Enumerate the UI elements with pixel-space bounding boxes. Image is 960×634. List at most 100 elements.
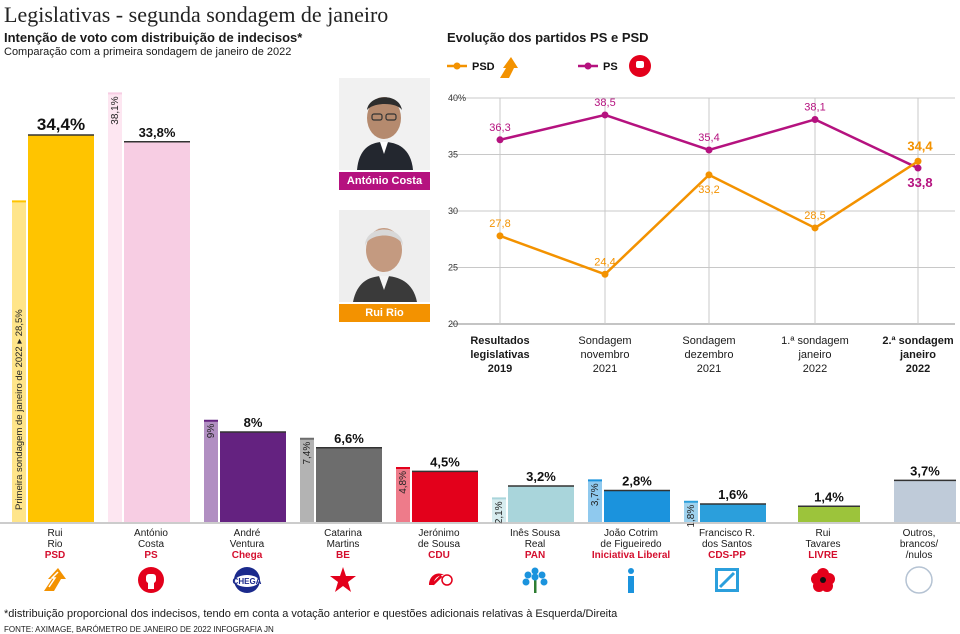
y-tick-label: 35 <box>448 150 458 160</box>
data-point <box>914 164 922 172</box>
data-point <box>705 171 713 179</box>
bar <box>220 432 286 522</box>
party-name: PS <box>144 550 158 561</box>
candidate-name: Tavares <box>805 539 841 550</box>
candidate-label: Catarina Martins BE <box>296 528 390 561</box>
candidate-name: João Cotrim <box>604 528 658 539</box>
x-tick-label: janeiro <box>899 349 936 361</box>
bar <box>604 490 670 522</box>
candidate-name: António <box>134 528 168 539</box>
x-tick-label: Sondagem <box>578 335 631 347</box>
x-tick-label: 2022 <box>906 363 930 375</box>
x-tick-label: Resultados <box>470 335 529 347</box>
bar-chart-subtitle: Intenção de voto com distribuição de ind… <box>4 30 303 45</box>
prev-value-label: 1,8% <box>686 505 697 528</box>
candidate-name: Costa <box>137 539 165 550</box>
y-tick-label: 20 <box>448 319 458 329</box>
bar <box>894 480 956 522</box>
candidate-name: dos Santos <box>701 539 753 550</box>
candidate-label: Jerónimo de Sousa CDU <box>392 528 486 561</box>
prev-survey-axis-label: Primeira sondagem de janeiro de 2022 ▸ 2… <box>14 309 25 510</box>
prev-value-label: 4,8% <box>398 471 409 494</box>
bar-value-label: 1,6% <box>718 487 748 502</box>
source-credit: FONTE: AXIMAGE, BARÓMETRO DE JANEIRO DE … <box>4 625 274 634</box>
data-point <box>811 115 819 123</box>
x-tick-label: 2022 <box>803 363 827 375</box>
candidate-name: de Sousa <box>417 539 461 550</box>
party-name: BE <box>336 550 350 561</box>
prev-bar <box>492 498 506 522</box>
legend-ps-label: PS <box>603 61 618 73</box>
x-tick-label: 1.ª sondagem <box>781 335 849 347</box>
candidate-label: Rui Rio PSD <box>8 528 102 561</box>
y-tick-label: 25 <box>448 263 458 273</box>
party-name: LIVRE <box>808 550 838 561</box>
data-point <box>914 157 922 165</box>
prev-bar <box>684 501 698 522</box>
prev-bar <box>204 420 218 522</box>
x-tick-label: janeiro <box>797 349 831 361</box>
legend-ps-marker <box>584 62 592 70</box>
ps-fist-icon <box>138 567 164 593</box>
legend-psd-marker <box>453 62 461 70</box>
ps-data-label: 36,3 <box>489 122 510 134</box>
ps-data-label: 33,8 <box>907 175 932 190</box>
prev-bar <box>300 438 314 522</box>
footnote: *distribuição proporcional dos indecisos… <box>4 608 618 620</box>
bar-value-label: 8% <box>244 415 263 430</box>
rui-rio-photo <box>339 210 430 302</box>
prev-bar <box>12 201 26 522</box>
prev-value-label: 3,7% <box>590 483 601 506</box>
cds-icon <box>715 568 739 592</box>
party-name: PAN <box>524 550 546 561</box>
x-tick-label: legislativas <box>470 349 529 361</box>
bar <box>28 135 94 522</box>
data-point <box>811 224 819 232</box>
bar <box>316 447 382 522</box>
chega-icon: CHEGA <box>233 567 262 593</box>
x-tick-label: 2019 <box>488 363 512 375</box>
candidate-name: Real <box>524 539 546 550</box>
candidate-label: Francisco R. dos Santos CDS-PP <box>680 528 774 561</box>
bar-chart-comparison-note: Comparação com a primeira sondagem de ja… <box>4 46 292 58</box>
bar <box>798 506 860 522</box>
livre-poppy-icon <box>811 568 835 592</box>
psd-data-label: 27,8 <box>489 218 510 230</box>
x-tick-label: 2.ª sondagem <box>882 335 954 347</box>
party-name: CDS-PP <box>708 550 746 561</box>
y-tick-label: 40% <box>448 93 466 103</box>
candidate-name: Jerónimo <box>418 528 460 539</box>
data-point <box>496 136 504 144</box>
candidate-name: Rui <box>47 528 63 539</box>
legend-psd-logo-icon <box>500 57 518 78</box>
il-i-icon <box>628 568 634 593</box>
x-tick-label: Sondagem <box>682 335 735 347</box>
prev-bar <box>588 480 602 522</box>
prev-bar <box>108 93 122 522</box>
svg-text:CHEGA: CHEGA <box>233 577 262 586</box>
x-tick-label: 2021 <box>697 363 721 375</box>
candidate-name: /nulos <box>905 550 933 561</box>
bar-value-label: 33,8% <box>139 125 176 140</box>
rio-portrait-icon <box>339 210 430 302</box>
costa-caption: António Costa <box>339 172 430 190</box>
bar-value-label: 3,2% <box>526 469 556 484</box>
data-point <box>601 270 609 278</box>
candidate-label: André Ventura Chega <box>200 528 294 561</box>
psd-data-label: 33,2 <box>698 184 719 196</box>
prev-value-label: 9% <box>206 424 217 439</box>
bar <box>508 486 574 522</box>
y-tick-label: 30 <box>448 206 458 216</box>
x-tick-label: dezembro <box>685 349 734 361</box>
bar-value-label: 3,7% <box>910 463 940 478</box>
bar-value-label: 34,4% <box>37 115 85 134</box>
circle-icon <box>905 566 933 594</box>
candidate-label: Inês Sousa Real PAN <box>488 528 582 561</box>
legend-ps-fist-icon <box>636 61 644 68</box>
antonio-costa-photo <box>339 78 430 170</box>
ps-data-label: 35,4 <box>698 132 719 144</box>
x-tick-label: novembro <box>581 349 630 361</box>
psd-data-label: 28,5 <box>804 210 825 222</box>
